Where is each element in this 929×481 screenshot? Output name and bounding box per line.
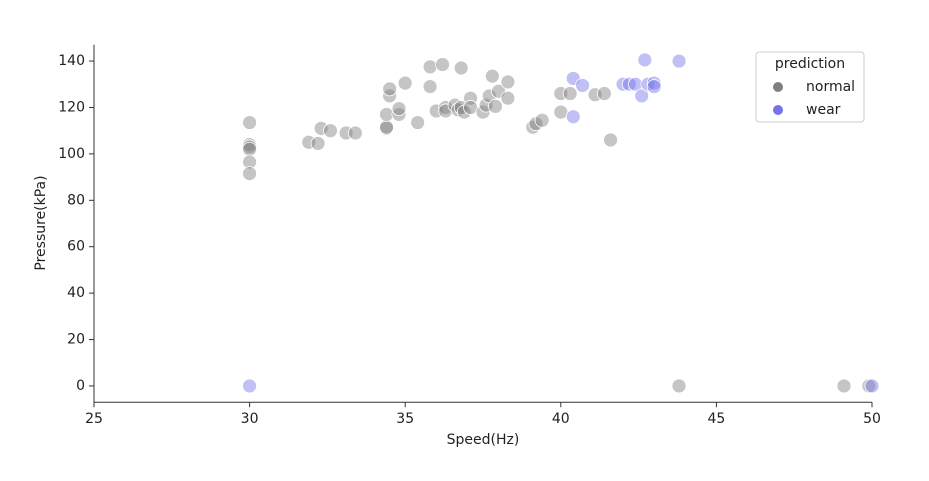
- point: [323, 123, 338, 139]
- y-tick-label: 120: [58, 99, 85, 115]
- point: [484, 68, 500, 84]
- point: [646, 75, 662, 91]
- point: [379, 107, 394, 122]
- point: [596, 86, 612, 101]
- point: [500, 74, 516, 90]
- y-tick-label: 60: [67, 239, 85, 255]
- point: [621, 76, 637, 92]
- point: [671, 53, 687, 69]
- point: [587, 87, 603, 103]
- x-tick-label: 25: [85, 411, 103, 427]
- y-tick-label: 140: [58, 53, 85, 69]
- x-tick-label: 45: [707, 411, 725, 427]
- point: [397, 75, 413, 91]
- y-tick-label: 40: [67, 285, 85, 301]
- point: [553, 104, 569, 120]
- point: [463, 100, 478, 115]
- point: [348, 125, 363, 141]
- point: [575, 78, 590, 93]
- point: [500, 90, 516, 106]
- legend-box: [755, 51, 865, 123]
- point: [488, 98, 503, 114]
- point: [391, 107, 407, 122]
- point: [478, 97, 494, 113]
- legend-marker: [773, 105, 783, 115]
- point: [410, 115, 426, 130]
- point: [671, 378, 687, 394]
- point: [242, 378, 258, 394]
- point: [379, 119, 394, 135]
- y-tick-label: 100: [58, 146, 85, 162]
- point: [310, 136, 326, 151]
- point: [634, 88, 650, 104]
- legend-label: wear: [806, 102, 841, 118]
- point: [637, 52, 653, 68]
- point: [242, 115, 258, 130]
- y-tick-label: 20: [67, 332, 85, 348]
- x-tick-label: 50: [863, 411, 881, 427]
- y-tick-label: 0: [76, 378, 85, 394]
- point: [534, 112, 550, 128]
- x-tick-label: 40: [552, 411, 570, 427]
- point: [438, 100, 454, 115]
- point: [646, 79, 662, 94]
- point: [313, 120, 329, 136]
- legend-label: normal: [806, 79, 855, 95]
- x-tick-label: 35: [396, 411, 414, 427]
- x-axis-label: Speed(Hz): [447, 432, 520, 448]
- point: [422, 59, 438, 75]
- point: [391, 101, 407, 117]
- point: [301, 134, 317, 150]
- point: [565, 109, 581, 125]
- legend-marker: [773, 82, 783, 92]
- y-axis-label: Pressure(kPa): [33, 175, 49, 270]
- point: [422, 79, 438, 94]
- point: [242, 154, 258, 170]
- point: [438, 103, 454, 119]
- point: [628, 76, 643, 92]
- point: [382, 81, 398, 97]
- point: [861, 378, 877, 394]
- point: [603, 132, 618, 148]
- y-tick-label: 80: [67, 192, 85, 208]
- point: [242, 141, 258, 157]
- point: [435, 57, 450, 72]
- point: [453, 60, 469, 76]
- point: [615, 76, 631, 92]
- point: [562, 86, 578, 101]
- point: [475, 104, 491, 120]
- point: [864, 378, 880, 394]
- legend-title: prediction: [775, 56, 845, 72]
- x-tick-label: 30: [241, 411, 259, 427]
- point: [836, 378, 852, 394]
- point: [242, 166, 258, 182]
